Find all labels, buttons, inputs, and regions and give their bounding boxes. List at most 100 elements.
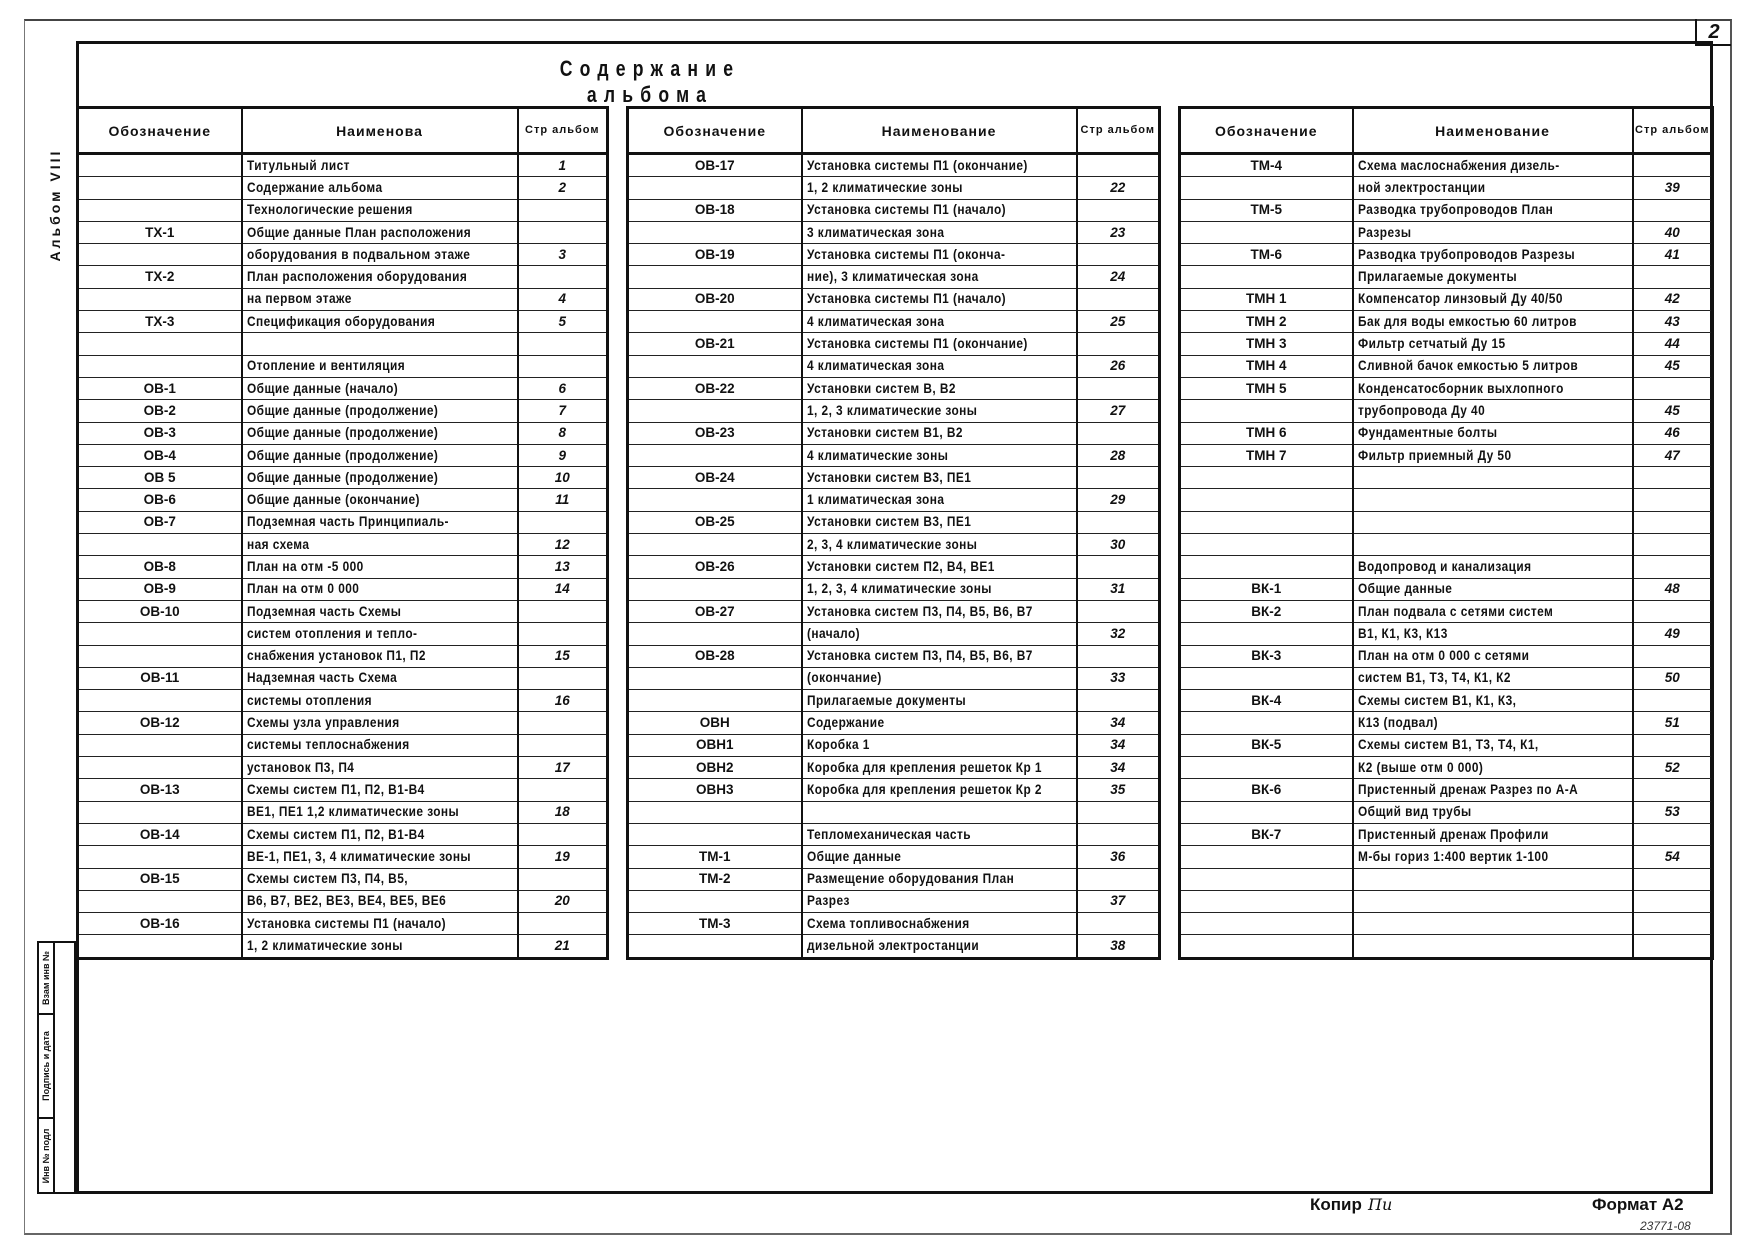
row-designation bbox=[1178, 466, 1354, 490]
cell-text: 34 bbox=[1110, 759, 1126, 775]
row-designation bbox=[76, 756, 243, 780]
row-designation: ТМ-3 bbox=[626, 912, 803, 936]
row-designation bbox=[1178, 176, 1354, 200]
table-row bbox=[1178, 466, 1714, 490]
table-row: ТМ-5 Разводка трубопроводов План bbox=[1178, 199, 1714, 222]
cell-text: 10 bbox=[554, 469, 570, 485]
row-designation: ТМ-1 bbox=[626, 845, 803, 869]
row-page bbox=[1631, 511, 1714, 535]
cell-text: 4 климатическая зона bbox=[806, 313, 944, 329]
table-row: ТХ-1 Общие данные План расположения bbox=[76, 221, 609, 245]
row-page: 37 bbox=[1075, 890, 1161, 914]
cell-text: Размещение оборудования План bbox=[806, 871, 1014, 887]
cell-text: ОВ-7 bbox=[143, 514, 176, 530]
row-page bbox=[1075, 288, 1161, 312]
row-title bbox=[1351, 912, 1634, 936]
cell-text: Установка систем П3, П4, В5, В6, В7 bbox=[806, 648, 1033, 664]
cell-text: 1, 2, 3, 4 климатические зоны bbox=[806, 581, 992, 597]
cell-text: Установки систем В1, В2 bbox=[806, 425, 963, 441]
row-title: 2, 3, 4 климатические зоны bbox=[800, 533, 1078, 557]
row-title: Спецификация оборудования bbox=[240, 310, 519, 334]
cell-text: Установка системы П1 (начало) bbox=[806, 202, 1006, 218]
row-page: 17 bbox=[516, 756, 609, 780]
row-designation bbox=[1178, 265, 1354, 289]
row-title: Коробка 1 bbox=[800, 734, 1078, 758]
row-title: (начало) bbox=[800, 622, 1078, 646]
table-row: ВЕ1, ПЕ1 1,2 климатические зоны 18 bbox=[76, 801, 609, 824]
row-page: 50 bbox=[1631, 667, 1714, 691]
table-row: 1, 2, 3, 4 климатические зоны 31 bbox=[626, 578, 1161, 601]
row-page: 1 bbox=[516, 153, 609, 178]
row-title: Установка систем П3, П4, В5, В6, В7 bbox=[800, 645, 1078, 668]
cell-text: 45 bbox=[1664, 358, 1680, 374]
cell-text: ТМ-6 bbox=[1250, 246, 1283, 262]
row-page: 29 bbox=[1075, 488, 1161, 512]
row-title: Надземная часть Схема bbox=[240, 667, 519, 691]
row-page: 25 bbox=[1075, 310, 1161, 334]
cell-text: 24 bbox=[1110, 269, 1126, 285]
table-row: ТМН 5 Конденсатосборник выхлопного bbox=[1178, 377, 1714, 401]
copy-signature: Пи bbox=[1368, 1195, 1393, 1214]
cell-text: Установка системы П1 (окончание) bbox=[806, 157, 1028, 173]
table-row: ОВ-2 Общие данные (продолжение) 7 bbox=[76, 399, 609, 423]
cell-text: Установки систем В, В2 bbox=[806, 380, 956, 396]
cell-text: 3 климатическая зона bbox=[806, 224, 944, 240]
name-column-header: Наименование bbox=[800, 106, 1078, 155]
row-page bbox=[1631, 912, 1714, 936]
cell-text: 47 bbox=[1664, 447, 1680, 463]
cell-text: Схемы систем П1, П2, В1-В4 bbox=[246, 826, 425, 842]
cell-text: 2 bbox=[558, 179, 566, 195]
cell-text: ОВ-23 bbox=[694, 425, 735, 441]
cell-text: 49 bbox=[1664, 625, 1680, 641]
cell-text: ТХ-2 bbox=[145, 269, 175, 285]
table-row bbox=[1178, 890, 1714, 914]
row-designation: ОВ-19 bbox=[626, 243, 803, 267]
row-page bbox=[1631, 645, 1714, 668]
approval-stamp-strip: Взам инв № Подпись и дата Инв № подл bbox=[37, 941, 76, 1194]
row-title: на первом этаже bbox=[240, 288, 519, 312]
contents-table-2: Обозначение Наименование Стр альбом ОВ-17 Ус… bbox=[626, 106, 1161, 960]
row-designation bbox=[76, 153, 243, 178]
table-row: ВК-5 Схемы систем В1, Т3, Т4, К1, bbox=[1178, 734, 1714, 758]
row-title: Общие данные (продолжение) bbox=[240, 399, 519, 423]
cell-text: ОВ-10 bbox=[139, 603, 180, 619]
row-designation bbox=[626, 488, 803, 512]
row-title: Размещение оборудования План bbox=[800, 868, 1078, 891]
row-designation: ТМН 5 bbox=[1178, 377, 1354, 401]
row-title: системы теплоснабжения bbox=[240, 734, 519, 758]
contents-table-1: Обозначение Наименова Стр альбом Титульный … bbox=[76, 106, 609, 960]
row-title: К2 (выше отм 0 000) bbox=[1351, 756, 1634, 780]
row-page: 44 bbox=[1631, 332, 1714, 356]
cell-text: Подземная часть Принципиаль- bbox=[246, 514, 449, 530]
row-designation: ОВ-1 bbox=[76, 377, 243, 401]
cell-text: ВЕ1, ПЕ1 1,2 климатические зоны bbox=[246, 804, 459, 820]
table-row: Прилагаемые документы bbox=[1178, 265, 1714, 289]
row-title: 4 климатическая зона bbox=[800, 355, 1078, 378]
cell-text: 4 климатическая зона bbox=[806, 358, 944, 374]
row-page bbox=[1631, 890, 1714, 914]
row-designation: ТМН 4 bbox=[1178, 355, 1354, 378]
row-designation bbox=[626, 265, 803, 289]
row-designation bbox=[76, 645, 243, 668]
row-designation: ОВ-4 bbox=[76, 444, 243, 468]
row-designation bbox=[626, 533, 803, 557]
row-page: 14 bbox=[516, 578, 609, 601]
cell-text: 45 bbox=[1664, 402, 1680, 418]
cell-text: Общие данные (продолжение) bbox=[246, 402, 438, 418]
row-title: Технологические решения bbox=[240, 199, 519, 222]
table-row bbox=[1178, 533, 1714, 557]
table-row: ОВ-17 Установка системы П1 (окончание) bbox=[626, 153, 1161, 178]
row-designation bbox=[626, 444, 803, 468]
row-title: Компенсатор линзовый Ду 40/50 bbox=[1351, 288, 1634, 312]
row-page: 54 bbox=[1631, 845, 1714, 869]
cell-text: ТМН 5 bbox=[1246, 380, 1287, 396]
cell-text: Схемы систем П1, П2, В1-В4 bbox=[246, 781, 425, 797]
table-row bbox=[1178, 934, 1714, 959]
row-page bbox=[1075, 153, 1161, 178]
row-designation: ВК-4 bbox=[1178, 689, 1354, 713]
stamp-label: Взам инв № bbox=[41, 950, 51, 1006]
cell-text: 36 bbox=[1110, 848, 1126, 864]
cell-text: 9 bbox=[558, 447, 566, 463]
table-row: на первом этаже 4 bbox=[76, 288, 609, 312]
cell-text: ОВ-25 bbox=[694, 514, 735, 530]
